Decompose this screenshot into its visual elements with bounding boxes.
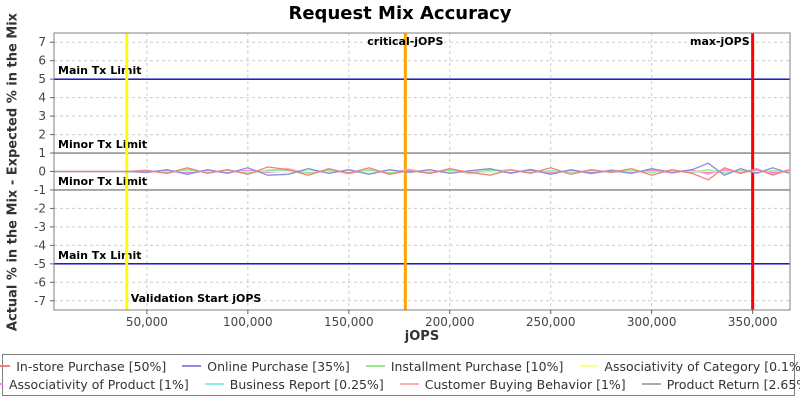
y-tick-label: -3 [34, 220, 46, 234]
x-tick-label: 150,000 [324, 315, 374, 329]
legend-swatch [0, 365, 11, 367]
y-tick-label: 7 [38, 35, 46, 49]
legend-swatch [579, 365, 599, 367]
legend-item: Installment Purchase [10%] [365, 358, 564, 374]
x-tick-label: 350,000 [728, 315, 778, 329]
legend: In-store Purchase [50%] Online Purchase [… [0, 354, 800, 396]
legend-label: Business Report [0.25%] [229, 376, 384, 392]
legend-label: Installment Purchase [10%] [390, 358, 564, 374]
y-tick-label: -6 [34, 275, 46, 289]
limit-line-label: Main Tx Limit [58, 249, 142, 262]
x-axis-label: jOPS [404, 329, 440, 344]
x-tick-label: 200,000 [425, 315, 475, 329]
limit-line-label: Minor Tx Limit [58, 138, 147, 151]
legend-item: Product Return [2.65%] [641, 376, 800, 392]
y-tick-label: -4 [34, 238, 46, 252]
legend-swatch [641, 383, 661, 385]
legend-label: Associativity of Category [0.1%] [604, 358, 800, 374]
y-tick-label: 0 [38, 165, 46, 179]
marker-vline-label: Validation Start jOPS [131, 292, 262, 305]
legend-label: Product Return [2.65%] [666, 376, 800, 392]
legend-row: In-store Purchase [50%] Online Purchase [… [0, 358, 800, 374]
legend-item: Associativity of Category [0.1%] [579, 359, 800, 374]
legend-item: Customer Buying Behavior [1%] [399, 376, 626, 392]
legend-label: Online Purchase [35%] [207, 358, 350, 374]
legend-swatch [365, 365, 385, 367]
y-tick-label: 2 [38, 128, 46, 142]
legend-item: Business Report [0.25%] [204, 376, 384, 392]
y-tick-label: 5 [38, 72, 46, 86]
y-tick-label: -2 [34, 201, 46, 215]
marker-vline-label: critical-jOPS [367, 35, 443, 48]
legend-swatch [0, 383, 3, 385]
x-tick-label: 250,000 [526, 315, 576, 329]
limit-line-label: Minor Tx Limit [58, 175, 147, 188]
series-line [54, 166, 790, 181]
chart-title: Request Mix Accuracy [288, 3, 512, 24]
y-tick-label: 6 [38, 54, 46, 68]
legend-item: Associativity of Product [1%] [0, 377, 189, 392]
y-tick-label: -1 [34, 183, 46, 197]
y-tick-label: 4 [38, 91, 46, 105]
legend-row: Associativity of Product [1%] Business Re… [0, 376, 800, 392]
y-tick-label: -7 [34, 294, 46, 308]
y-tick-label: -5 [34, 257, 46, 271]
legend-swatch [399, 383, 419, 385]
x-tick-label: 100,000 [223, 315, 273, 329]
legend-label: In-store Purchase [50%] [16, 358, 167, 374]
legend-item: Online Purchase [35%] [182, 359, 350, 374]
x-tick-label: 300,000 [627, 315, 677, 329]
limit-line-label: Main Tx Limit [58, 64, 142, 77]
legend-item: In-store Purchase [50%] [0, 359, 166, 374]
series-line [54, 162, 790, 176]
legend-label: Associativity of Product [1%] [8, 376, 189, 392]
legend-label: Customer Buying Behavior [1%] [424, 376, 626, 392]
marker-vline-label: max-jOPS [690, 35, 750, 48]
y-tick-label: 1 [38, 146, 46, 160]
legend-swatch [204, 383, 224, 385]
y-tick-label: 3 [38, 109, 46, 123]
x-tick-label: 50,000 [126, 315, 168, 329]
legend-swatch [182, 365, 202, 367]
